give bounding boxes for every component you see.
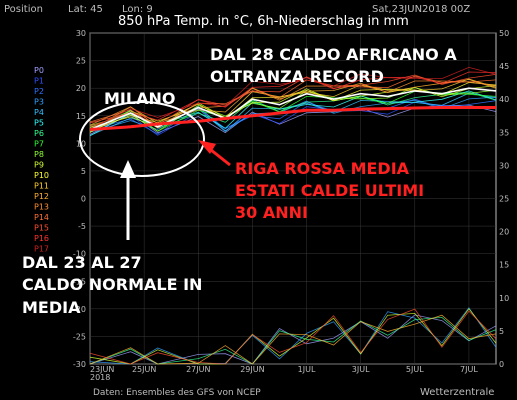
climatology-red-line — [89, 106, 496, 131]
legend-entry: P1 — [34, 77, 44, 86]
left-tick-label: -30 — [73, 360, 86, 369]
precip-member-line — [89, 316, 497, 365]
left-tick-label: -5 — [78, 222, 86, 231]
legend-entry: P14 — [34, 213, 49, 222]
left-tick-label: -20 — [73, 305, 86, 314]
x-tick-label: 27JUN — [186, 365, 210, 374]
left-tick-label: 15 — [76, 112, 86, 121]
left-tick-label: 20 — [76, 84, 86, 93]
footer-source: Daten: Ensembles des GFS von NCEP — [93, 388, 261, 398]
position-label: Position — [4, 4, 43, 15]
legend-entry: P17 — [34, 245, 49, 254]
right-tick-label: 15 — [499, 261, 509, 270]
run-label: Sat,23JUN2018 00Z — [372, 4, 470, 15]
left-tick-label: -15 — [73, 277, 86, 286]
right-tick-label: 40 — [499, 95, 509, 104]
x-tick-label: 5JUL — [406, 365, 424, 374]
left-tick-label: 5 — [81, 167, 86, 176]
x-tick-label: 25JUN — [132, 365, 156, 374]
lat-label: Lat: 45 — [68, 4, 103, 15]
x-tick-label: 29JUN — [240, 365, 264, 374]
milano-circle — [79, 101, 205, 177]
legend-entry: P4 — [34, 108, 44, 117]
annotation-red-line3: 30 ANNI — [235, 203, 308, 222]
precip-member-line — [89, 314, 497, 365]
right-tick-label: 5 — [499, 327, 504, 336]
legend-entry: P7 — [34, 140, 44, 149]
right-tick-label: 10 — [499, 294, 509, 303]
x-tick-label: 7JUL — [460, 365, 478, 374]
left-tick-label: 25 — [76, 57, 86, 66]
annotation-top-line1: DAL 28 CALDO AFRICANO A — [210, 45, 457, 64]
red-arrow-head — [198, 140, 216, 154]
annotation-left-line3: MEDIA — [22, 298, 81, 317]
left-arrow-head — [120, 160, 136, 178]
legend-entry: P11 — [34, 182, 49, 191]
legend-entry: P8 — [34, 150, 44, 159]
precip-member-line — [89, 314, 497, 365]
right-tick-label: 50 — [499, 29, 509, 38]
right-tick-label: 0 — [499, 360, 504, 369]
x-tick-label: 1JUL — [298, 365, 316, 374]
precip-member-line — [89, 308, 497, 365]
annotation-left-line1: DAL 23 AL 27 — [22, 253, 142, 272]
legend-entry: P0 — [34, 66, 44, 75]
legend-entry: P10 — [34, 171, 49, 180]
legend-entry: P2 — [34, 87, 44, 96]
mean-temp-line — [89, 87, 497, 131]
annotation-red-line2: ESTATI CALDE ULTIMI — [235, 181, 424, 200]
annotation-top-line2: OLTRANZA RECORD — [210, 67, 384, 86]
left-tick-label: 30 — [76, 29, 86, 38]
legend-entry: P15 — [34, 224, 49, 233]
right-tick-label: 25 — [499, 195, 509, 204]
x-tick-label-year: 2018 — [90, 373, 110, 382]
right-tick-label: 45 — [499, 62, 509, 71]
precip-lines — [89, 307, 497, 365]
x-axis-ticks: 23JUN2018 25JUN 27JUN 29JUN 1JUL 3JUL 5JUL 7JUL — [90, 365, 478, 382]
legend-entry: P12 — [34, 192, 49, 201]
x-tick-label: 3JUL — [352, 365, 370, 374]
legend-entry: P16 — [34, 234, 49, 243]
right-tick-label: 20 — [499, 228, 509, 237]
right-tick-label: 35 — [499, 128, 509, 137]
legend-entry: P6 — [34, 129, 44, 138]
legend: P0P1P2P3P4P5P6P7P8P9P10P11P12P13P14P15P1… — [34, 66, 49, 254]
left-tick-label: -25 — [73, 332, 86, 341]
legend-entry: P5 — [34, 119, 44, 128]
annotation-red-line1: RIGA ROSSA MEDIA — [235, 159, 410, 178]
annotation-left-line2: CALDO NORMALE IN — [22, 275, 202, 294]
ensemble-member-line — [89, 71, 497, 127]
legend-entry: P9 — [34, 161, 44, 170]
milano-label: MILANO — [104, 89, 175, 108]
ensemble-member-line — [89, 79, 497, 131]
ensemble-member-line — [89, 66, 497, 130]
legend-entry: P13 — [34, 203, 49, 212]
left-tick-label: 0 — [81, 195, 86, 204]
lon-label: Lon: 9 — [122, 4, 153, 15]
chart-title: 850 hPa Temp. in °C, 6h-Niederschlag in … — [118, 14, 409, 29]
legend-entry: P3 — [34, 98, 44, 107]
x-tick-label: 23JUN — [90, 365, 114, 374]
right-tick-label: 30 — [499, 161, 509, 170]
left-tick-label: -10 — [73, 250, 86, 259]
footer-brand: Wetterzentrale — [420, 387, 494, 398]
